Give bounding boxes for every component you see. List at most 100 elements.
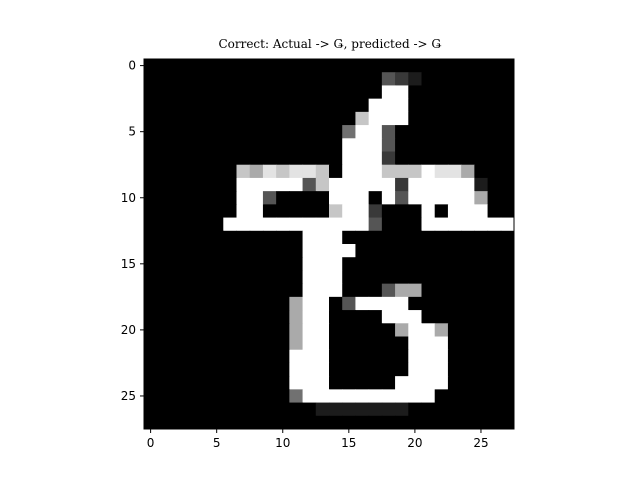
pixel-cell: [368, 336, 383, 351]
pixel-cell: [342, 204, 356, 219]
pixel-cell: [421, 349, 436, 364]
pixel-cell: [421, 85, 436, 100]
pixel-cell: [342, 230, 356, 245]
pixel-cell: [447, 191, 462, 205]
pixel-cell: [487, 164, 502, 179]
pixel-cell: [249, 310, 264, 324]
pixel-cell: [223, 59, 237, 73]
pixel-cell: [474, 402, 489, 417]
pixel-cell: [381, 191, 396, 205]
pixel-cell: [223, 323, 237, 337]
pixel-cell: [487, 138, 502, 152]
pixel-cell: [474, 204, 489, 219]
pixel-cell: [210, 72, 224, 86]
pixel-cell: [262, 177, 277, 192]
pixel-cell: [329, 138, 343, 152]
pixel-cell: [342, 72, 356, 86]
pixel-cell: [421, 164, 436, 179]
pixel-cell: [329, 244, 343, 258]
pixel-cell: [196, 349, 211, 364]
pixel-cell: [170, 296, 185, 311]
pixel-cell: [342, 402, 356, 417]
pixel-cell: [487, 283, 502, 298]
pixel-cell: [170, 138, 185, 152]
x-tick-label: 5: [213, 436, 221, 450]
pixel-cell: [355, 349, 370, 364]
pixel-cell: [210, 191, 224, 205]
pixel-cell: [157, 402, 171, 417]
x-tick-label: 0: [147, 436, 155, 450]
pixel-cell: [196, 415, 211, 430]
pixel-cell: [381, 415, 396, 430]
pixel-cell: [249, 244, 264, 258]
pixel-cell: [262, 138, 277, 152]
pixel-cell: [183, 389, 198, 404]
pixel-cell: [170, 310, 185, 324]
pixel-cell: [289, 336, 304, 351]
pixel-cell: [381, 125, 396, 139]
pixel-cell: [408, 323, 422, 337]
pixel-cell: [276, 362, 290, 377]
pixel-cell: [289, 72, 304, 86]
pixel-cell: [355, 323, 370, 337]
pixel-cell: [144, 415, 158, 430]
pixel-cell: [329, 257, 343, 271]
pixel-cell: [144, 177, 158, 192]
pixel-cell: [461, 362, 475, 377]
pixel-cell: [183, 111, 198, 126]
pixel-cell: [408, 402, 422, 417]
pixel-cell: [157, 111, 171, 126]
pixel-cell: [461, 349, 475, 364]
pixel-cell: [342, 244, 356, 258]
pixel-cell: [355, 415, 370, 430]
pixel-cell: [329, 336, 343, 351]
pixel-cell: [262, 323, 277, 337]
x-tick-label: 20: [407, 436, 422, 450]
pixel-cell: [196, 204, 211, 219]
pixel-cell: [421, 177, 436, 192]
pixel-cell: [355, 270, 370, 285]
pixel-cell: [144, 151, 158, 166]
pixel-cell: [329, 217, 343, 232]
pixel-cell: [421, 244, 436, 258]
pixel-cell: [170, 402, 185, 417]
pixel-cell: [447, 349, 462, 364]
pixel-cell: [461, 389, 475, 404]
pixel-cell: [421, 376, 436, 390]
pixel-cell: [289, 59, 304, 73]
pixel-cell: [447, 72, 462, 86]
pixel-cell: [315, 257, 330, 271]
pixel-cell: [144, 389, 158, 404]
pixel-cell: [276, 402, 290, 417]
pixel-cell: [461, 85, 475, 100]
pixel-cell: [447, 98, 462, 113]
pixel-cell: [223, 111, 237, 126]
pixel-cell: [262, 191, 277, 205]
pixel-cell: [408, 270, 422, 285]
x-tick-label: 25: [473, 436, 488, 450]
pixel-cell: [368, 349, 383, 364]
pixel-cell: [302, 323, 317, 337]
pixel-cell: [487, 111, 502, 126]
pixel-cell: [474, 191, 489, 205]
pixel-cell: [461, 177, 475, 192]
pixel-cell: [381, 164, 396, 179]
pixel-cell: [289, 376, 304, 390]
pixel-cell: [249, 296, 264, 311]
pixel-cell: [157, 257, 171, 271]
pixel-cell: [276, 323, 290, 337]
pixel-cell: [210, 349, 224, 364]
pixel-cell: [210, 98, 224, 113]
pixel-cell: [447, 389, 462, 404]
pixel-cell: [342, 191, 356, 205]
y-tick-label: 10: [121, 191, 136, 205]
pixel-cell: [262, 415, 277, 430]
pixel-cell: [421, 191, 436, 205]
pixel-cell: [329, 164, 343, 179]
pixel-cell: [302, 376, 317, 390]
pixel-cell: [196, 217, 211, 232]
pixel-cell: [276, 125, 290, 139]
pixel-cell: [395, 59, 409, 73]
pixel-cell: [381, 177, 396, 192]
pixel-cell: [262, 376, 277, 390]
